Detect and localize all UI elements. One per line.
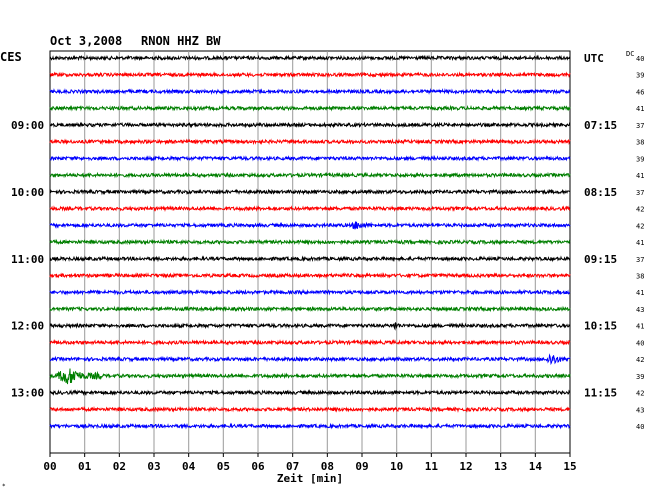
seismic-trace-12: [49, 255, 571, 263]
seismic-traces: [49, 54, 571, 430]
seismic-trace-14: [49, 288, 571, 296]
left-timezone-label: CES: [0, 50, 22, 64]
seismic-trace-21: [49, 405, 571, 413]
dc-value: 37: [636, 189, 644, 197]
dc-value: 41: [636, 239, 644, 247]
right-time-label: 09:15: [584, 253, 617, 266]
dc-value: 46: [636, 88, 644, 96]
seismic-trace-2: [49, 87, 571, 95]
right-time-label: UTC: [584, 52, 604, 65]
seismic-trace-0: [49, 54, 571, 62]
dc-value: 41: [636, 323, 644, 331]
x-tick-label: 01: [78, 460, 92, 473]
right-time-labels: UTC 07:15 08:15 09:15 10:15 11:15: [584, 52, 617, 400]
dc-value: 37: [636, 122, 644, 130]
dc-value: 40: [636, 339, 644, 347]
dc-value: 43: [636, 406, 644, 414]
dc-value: 42: [636, 356, 644, 364]
seismic-trace-9: [49, 205, 571, 212]
x-tick-label: 04: [182, 460, 196, 473]
x-tick-label: 03: [147, 460, 160, 473]
seismic-trace-8: [49, 188, 571, 196]
left-time-label: 11:00: [11, 253, 44, 266]
dc-value: 40: [636, 55, 644, 63]
dc-value: 38: [636, 272, 644, 280]
seismic-trace-6: [49, 154, 571, 162]
seismic-trace-3: [49, 104, 571, 112]
right-time-label: 10:15: [584, 320, 617, 333]
left-time-label: 10:00: [11, 186, 44, 199]
dc-value: 37: [636, 256, 644, 264]
x-tick-label: 15: [563, 460, 576, 473]
dc-value: 43: [636, 306, 644, 314]
x-tick-label: 08: [321, 460, 334, 473]
seismic-trace-5: [49, 138, 571, 146]
plot-frame: [49, 50, 571, 454]
x-axis-label: Zeit [min]: [277, 472, 343, 485]
dc-value: 40: [636, 423, 644, 431]
left-time-label: 13:00: [11, 387, 44, 400]
x-tick-label: 07: [286, 460, 299, 473]
x-tick-label: 06: [251, 460, 265, 473]
dc-value: 39: [636, 155, 644, 163]
seismic-trace-10: [49, 221, 571, 230]
time-grid: [84, 51, 536, 453]
dc-value: 41: [636, 289, 644, 297]
x-tick-label: 00: [43, 460, 56, 473]
dc-value: 42: [636, 222, 644, 230]
seismic-trace-20: [49, 389, 571, 397]
right-time-label: 07:15: [584, 119, 617, 132]
dc-value: 42: [636, 390, 644, 398]
left-time-label: 12:00: [11, 320, 44, 333]
x-tick-label: 10: [390, 460, 403, 473]
dc-header-label: DC: [626, 50, 634, 58]
x-tick-label: 12: [459, 460, 472, 473]
x-tick-label: 11: [425, 460, 439, 473]
dc-value: 41: [636, 105, 644, 113]
dc-values: 40 39 46 41 37 38 39 41 37 42 42 41 37 38 41 43 41 40 42 39…: [636, 55, 644, 431]
x-tick-label: 09: [355, 460, 368, 473]
seismic-trace-16: [49, 322, 571, 331]
x-tick-label: 02: [113, 460, 126, 473]
seismic-trace-19: [49, 368, 571, 385]
seismic-trace-1: [49, 71, 571, 79]
right-time-label: 08:15: [584, 186, 617, 199]
seismic-trace-4: [49, 121, 571, 129]
plot-station: RNON HHZ BW: [141, 34, 221, 48]
seismic-trace-18: [49, 353, 571, 366]
seismic-trace-11: [49, 238, 571, 246]
left-time-labels: 09:00 10:00 11:00 12:00 13:00: [11, 119, 44, 400]
dc-value: 41: [636, 172, 644, 180]
dc-value: 42: [636, 206, 644, 214]
seismic-trace-7: [49, 171, 571, 179]
seismic-trace-15: [49, 305, 571, 313]
dc-value: 39: [636, 373, 644, 381]
seismic-trace-22: [49, 422, 571, 430]
dc-value: 38: [636, 139, 644, 147]
seismic-trace-13: [49, 272, 571, 279]
x-tick-label: 05: [217, 460, 230, 473]
seismic-trace-17: [49, 339, 571, 346]
x-tick-label: 14: [529, 460, 543, 473]
footer-mark: *: [2, 483, 6, 490]
x-tick-label: 13: [494, 460, 507, 473]
x-axis-ticks: 00 01 02 03 04 05 06 07 08 09 10 11 12 13 14 15: [43, 453, 577, 473]
right-time-label: 11:15: [584, 387, 617, 400]
dc-value: 39: [636, 72, 644, 80]
left-time-label: 09:00: [11, 119, 44, 132]
plot-date: Oct 3,2008: [50, 34, 122, 48]
